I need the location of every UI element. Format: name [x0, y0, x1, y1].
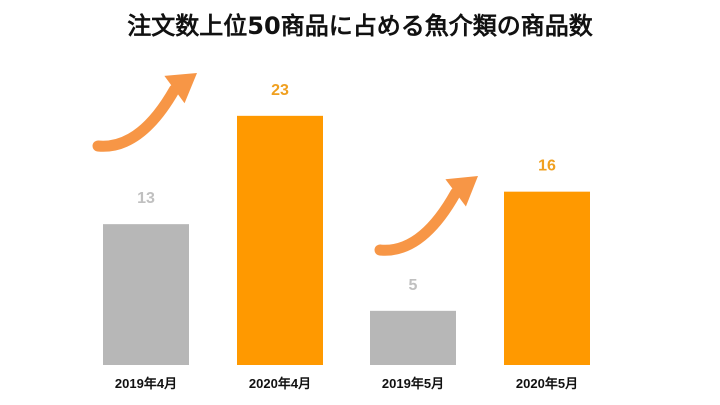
category-label-2: 2020年4月 [249, 376, 311, 391]
chart-title: 注文数上位50商品に占める魚介類の商品数 [127, 12, 593, 40]
value-label-4: 16 [538, 158, 556, 175]
category-label-4: 2020年5月 [516, 376, 578, 391]
category-label-3: 2019年5月 [382, 376, 444, 391]
growth-arrow-april [92, 73, 197, 152]
value-label-2: 23 [271, 82, 289, 99]
bar-3 [370, 310, 456, 365]
value-labels: 13 23 5 16 [137, 82, 556, 294]
bars [103, 115, 590, 365]
bar-2 [237, 115, 323, 365]
bar-1 [103, 224, 189, 365]
bar-4 [504, 191, 590, 365]
growth-arrow-may [374, 176, 478, 256]
value-label-3: 5 [409, 277, 418, 294]
growth-arrows [92, 73, 478, 256]
value-label-1: 13 [137, 190, 155, 207]
category-label-1: 2019年4月 [115, 376, 177, 391]
category-labels: 2019年4月 2020年4月 2019年5月 2020年5月 [115, 376, 578, 391]
